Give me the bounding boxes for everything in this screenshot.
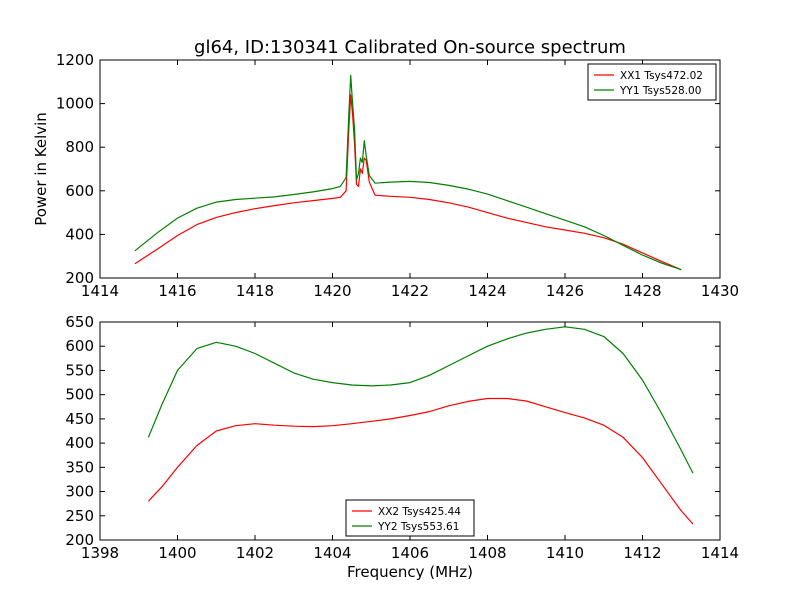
plot-panel-1: 1414 1416 1418 1420 1422 1424 1426 1428 1430 200 4…	[56, 51, 739, 300]
y-tick-label: 300	[65, 483, 94, 501]
y-tick-label: 450	[65, 410, 94, 428]
y-tick-label: 350	[65, 458, 94, 476]
x-tick-label: 1418	[236, 282, 274, 300]
y-tick-label: 1200	[56, 51, 94, 69]
x-tick-label: 1420	[313, 282, 351, 300]
series-line-xx2	[147, 397, 694, 525]
legend-label: XX2 Tsys425.44	[378, 506, 461, 518]
x-tick-label: 1426	[546, 282, 584, 300]
y-tick-label: 1000	[56, 95, 94, 113]
series-line-xx1	[134, 94, 682, 271]
y-axis-label: Power in Kelvin	[32, 112, 50, 226]
chart-title: gl64, ID:130341 Calibrated On-source spe…	[194, 37, 626, 58]
x-tick-label: 1416	[158, 282, 196, 300]
x-tick-label: 1430	[701, 282, 739, 300]
x-tick-label: 1404	[313, 544, 351, 562]
x-tick-label: 1408	[468, 544, 506, 562]
legend-box	[587, 63, 717, 101]
legend-label: YY1 Tsys528.00	[619, 85, 701, 97]
y-tick-label: 650	[65, 313, 94, 331]
series-line-yy1	[134, 74, 682, 271]
y-tick-label: 500	[65, 386, 94, 404]
x-tick-label: 1410	[546, 544, 584, 562]
legend: XX1 Tsys472.02 YY1 Tsys528.00	[587, 63, 717, 101]
x-tick-label: 1424	[468, 282, 506, 300]
y-tick-label: 600	[65, 337, 94, 355]
y-tick-label: 400	[65, 225, 94, 243]
y-tick-label: 400	[65, 434, 94, 452]
y-tick-label: 550	[65, 361, 94, 379]
x-tick-label: 1402	[236, 544, 274, 562]
y-tick-label: 250	[65, 507, 94, 525]
x-tick-label: 1428	[623, 282, 661, 300]
plot-panel-2: 1398 1400 1402 1404 1406 1408 1410 1412 1414 200 2…	[65, 313, 739, 562]
x-tick-label: 1414	[81, 282, 119, 300]
series-line-yy2	[147, 326, 694, 474]
x-tick-label: 1398	[81, 544, 119, 562]
legend-box	[345, 499, 475, 537]
legend-label: YY2 Tsys553.61	[377, 521, 459, 533]
y-tick-label: 600	[65, 182, 94, 200]
x-tick-label: 1406	[391, 544, 429, 562]
x-tick-label: 1400	[158, 544, 196, 562]
y-tick-label: 200	[65, 531, 94, 549]
legend-label: XX1 Tsys472.02	[620, 70, 703, 82]
y-tick-label: 800	[65, 138, 94, 156]
x-tick-label: 1414	[701, 544, 739, 562]
x-tick-label: 1412	[623, 544, 661, 562]
legend: XX2 Tsys425.44 YY2 Tsys553.61	[345, 499, 475, 537]
x-tick-label: 1422	[391, 282, 429, 300]
y-tick-label: 200	[65, 269, 94, 287]
x-axis-label: Frequency (MHz)	[347, 563, 473, 581]
